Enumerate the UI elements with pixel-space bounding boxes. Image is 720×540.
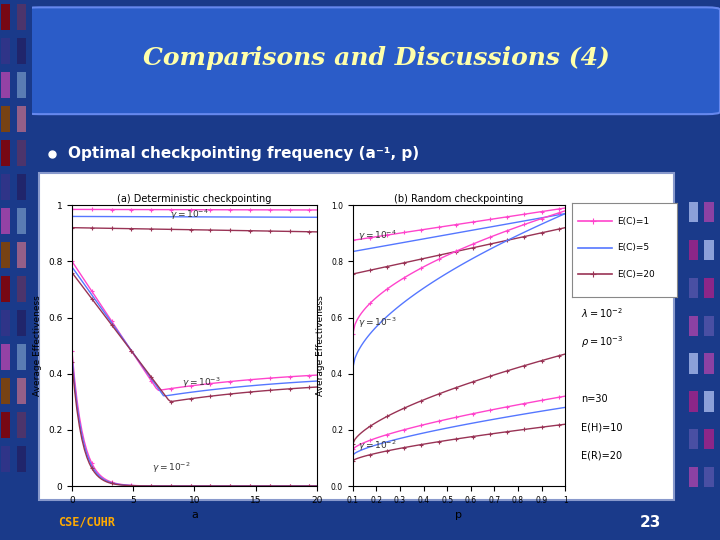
Bar bbox=[17, 446, 26, 472]
Bar bbox=[689, 392, 698, 411]
Bar bbox=[17, 344, 26, 370]
Bar bbox=[689, 240, 698, 260]
Bar bbox=[17, 208, 26, 234]
Bar bbox=[1, 106, 10, 132]
Text: $\gamma=10^{-2}$: $\gamma=10^{-2}$ bbox=[358, 439, 396, 454]
Text: E(C)=5: E(C)=5 bbox=[617, 244, 649, 252]
Bar bbox=[1, 378, 10, 404]
Bar bbox=[17, 106, 26, 132]
X-axis label: a: a bbox=[191, 510, 198, 520]
Bar bbox=[704, 429, 714, 449]
Text: E(C)=1: E(C)=1 bbox=[617, 217, 649, 226]
Bar bbox=[1, 140, 10, 166]
Bar bbox=[704, 392, 714, 411]
Text: Comparisons and Discussions (4): Comparisons and Discussions (4) bbox=[143, 46, 610, 70]
X-axis label: p: p bbox=[456, 510, 462, 520]
Bar bbox=[1, 4, 10, 30]
Text: $\lambda=10^{-2}$: $\lambda=10^{-2}$ bbox=[581, 307, 623, 320]
Bar bbox=[704, 315, 714, 336]
Bar bbox=[1, 412, 10, 438]
Bar bbox=[704, 467, 714, 487]
Y-axis label: Average Effectiveness: Average Effectiveness bbox=[33, 295, 42, 396]
Text: $\gamma=10^{-2}$: $\gamma=10^{-2}$ bbox=[152, 460, 190, 475]
Bar bbox=[17, 412, 26, 438]
Text: $\gamma=10^{-3}$: $\gamma=10^{-3}$ bbox=[182, 376, 221, 390]
Bar bbox=[17, 378, 26, 404]
Bar bbox=[17, 276, 26, 302]
Bar bbox=[1, 38, 10, 64]
Text: E(R)=20: E(R)=20 bbox=[581, 451, 622, 461]
Bar bbox=[1, 446, 10, 472]
Text: 23: 23 bbox=[640, 515, 662, 530]
Bar bbox=[704, 278, 714, 298]
Bar bbox=[17, 310, 26, 336]
Bar bbox=[704, 202, 714, 222]
Bar bbox=[689, 315, 698, 336]
Bar bbox=[1, 72, 10, 98]
Bar bbox=[17, 4, 26, 30]
Bar bbox=[689, 202, 698, 222]
Bar bbox=[17, 72, 26, 98]
Text: $\gamma=10^{-4}$: $\gamma=10^{-4}$ bbox=[170, 207, 209, 222]
Text: E(H)=10: E(H)=10 bbox=[581, 422, 622, 432]
Bar bbox=[689, 353, 698, 374]
Bar bbox=[704, 240, 714, 260]
Bar bbox=[1, 174, 10, 200]
FancyBboxPatch shape bbox=[39, 173, 675, 500]
Bar bbox=[704, 353, 714, 374]
Bar bbox=[1, 276, 10, 302]
Text: Optimal checkpointing frequency (a⁻¹, p): Optimal checkpointing frequency (a⁻¹, p) bbox=[68, 146, 420, 161]
Bar bbox=[17, 174, 26, 200]
Bar bbox=[1, 344, 10, 370]
Title: (b) Random checkpointing: (b) Random checkpointing bbox=[395, 194, 523, 205]
Bar bbox=[17, 38, 26, 64]
Bar bbox=[1, 242, 10, 268]
Bar bbox=[17, 242, 26, 268]
Text: $\gamma=10^{-4}$: $\gamma=10^{-4}$ bbox=[358, 228, 396, 243]
Title: (a) Deterministic checkpointing: (a) Deterministic checkpointing bbox=[117, 194, 271, 205]
Y-axis label: Average Effectiveness: Average Effectiveness bbox=[316, 295, 325, 396]
Bar bbox=[1, 208, 10, 234]
Bar bbox=[1, 310, 10, 336]
FancyBboxPatch shape bbox=[25, 8, 720, 114]
Text: CSE/CUHR: CSE/CUHR bbox=[58, 516, 116, 529]
Bar bbox=[17, 140, 26, 166]
Text: $\rho=10^{-3}$: $\rho=10^{-3}$ bbox=[581, 334, 623, 350]
Bar bbox=[689, 429, 698, 449]
Bar bbox=[689, 467, 698, 487]
Text: $\gamma=10^{-3}$: $\gamma=10^{-3}$ bbox=[358, 315, 396, 330]
Bar bbox=[689, 278, 698, 298]
Text: E(C)=20: E(C)=20 bbox=[617, 270, 655, 279]
Text: n=30: n=30 bbox=[581, 394, 608, 404]
